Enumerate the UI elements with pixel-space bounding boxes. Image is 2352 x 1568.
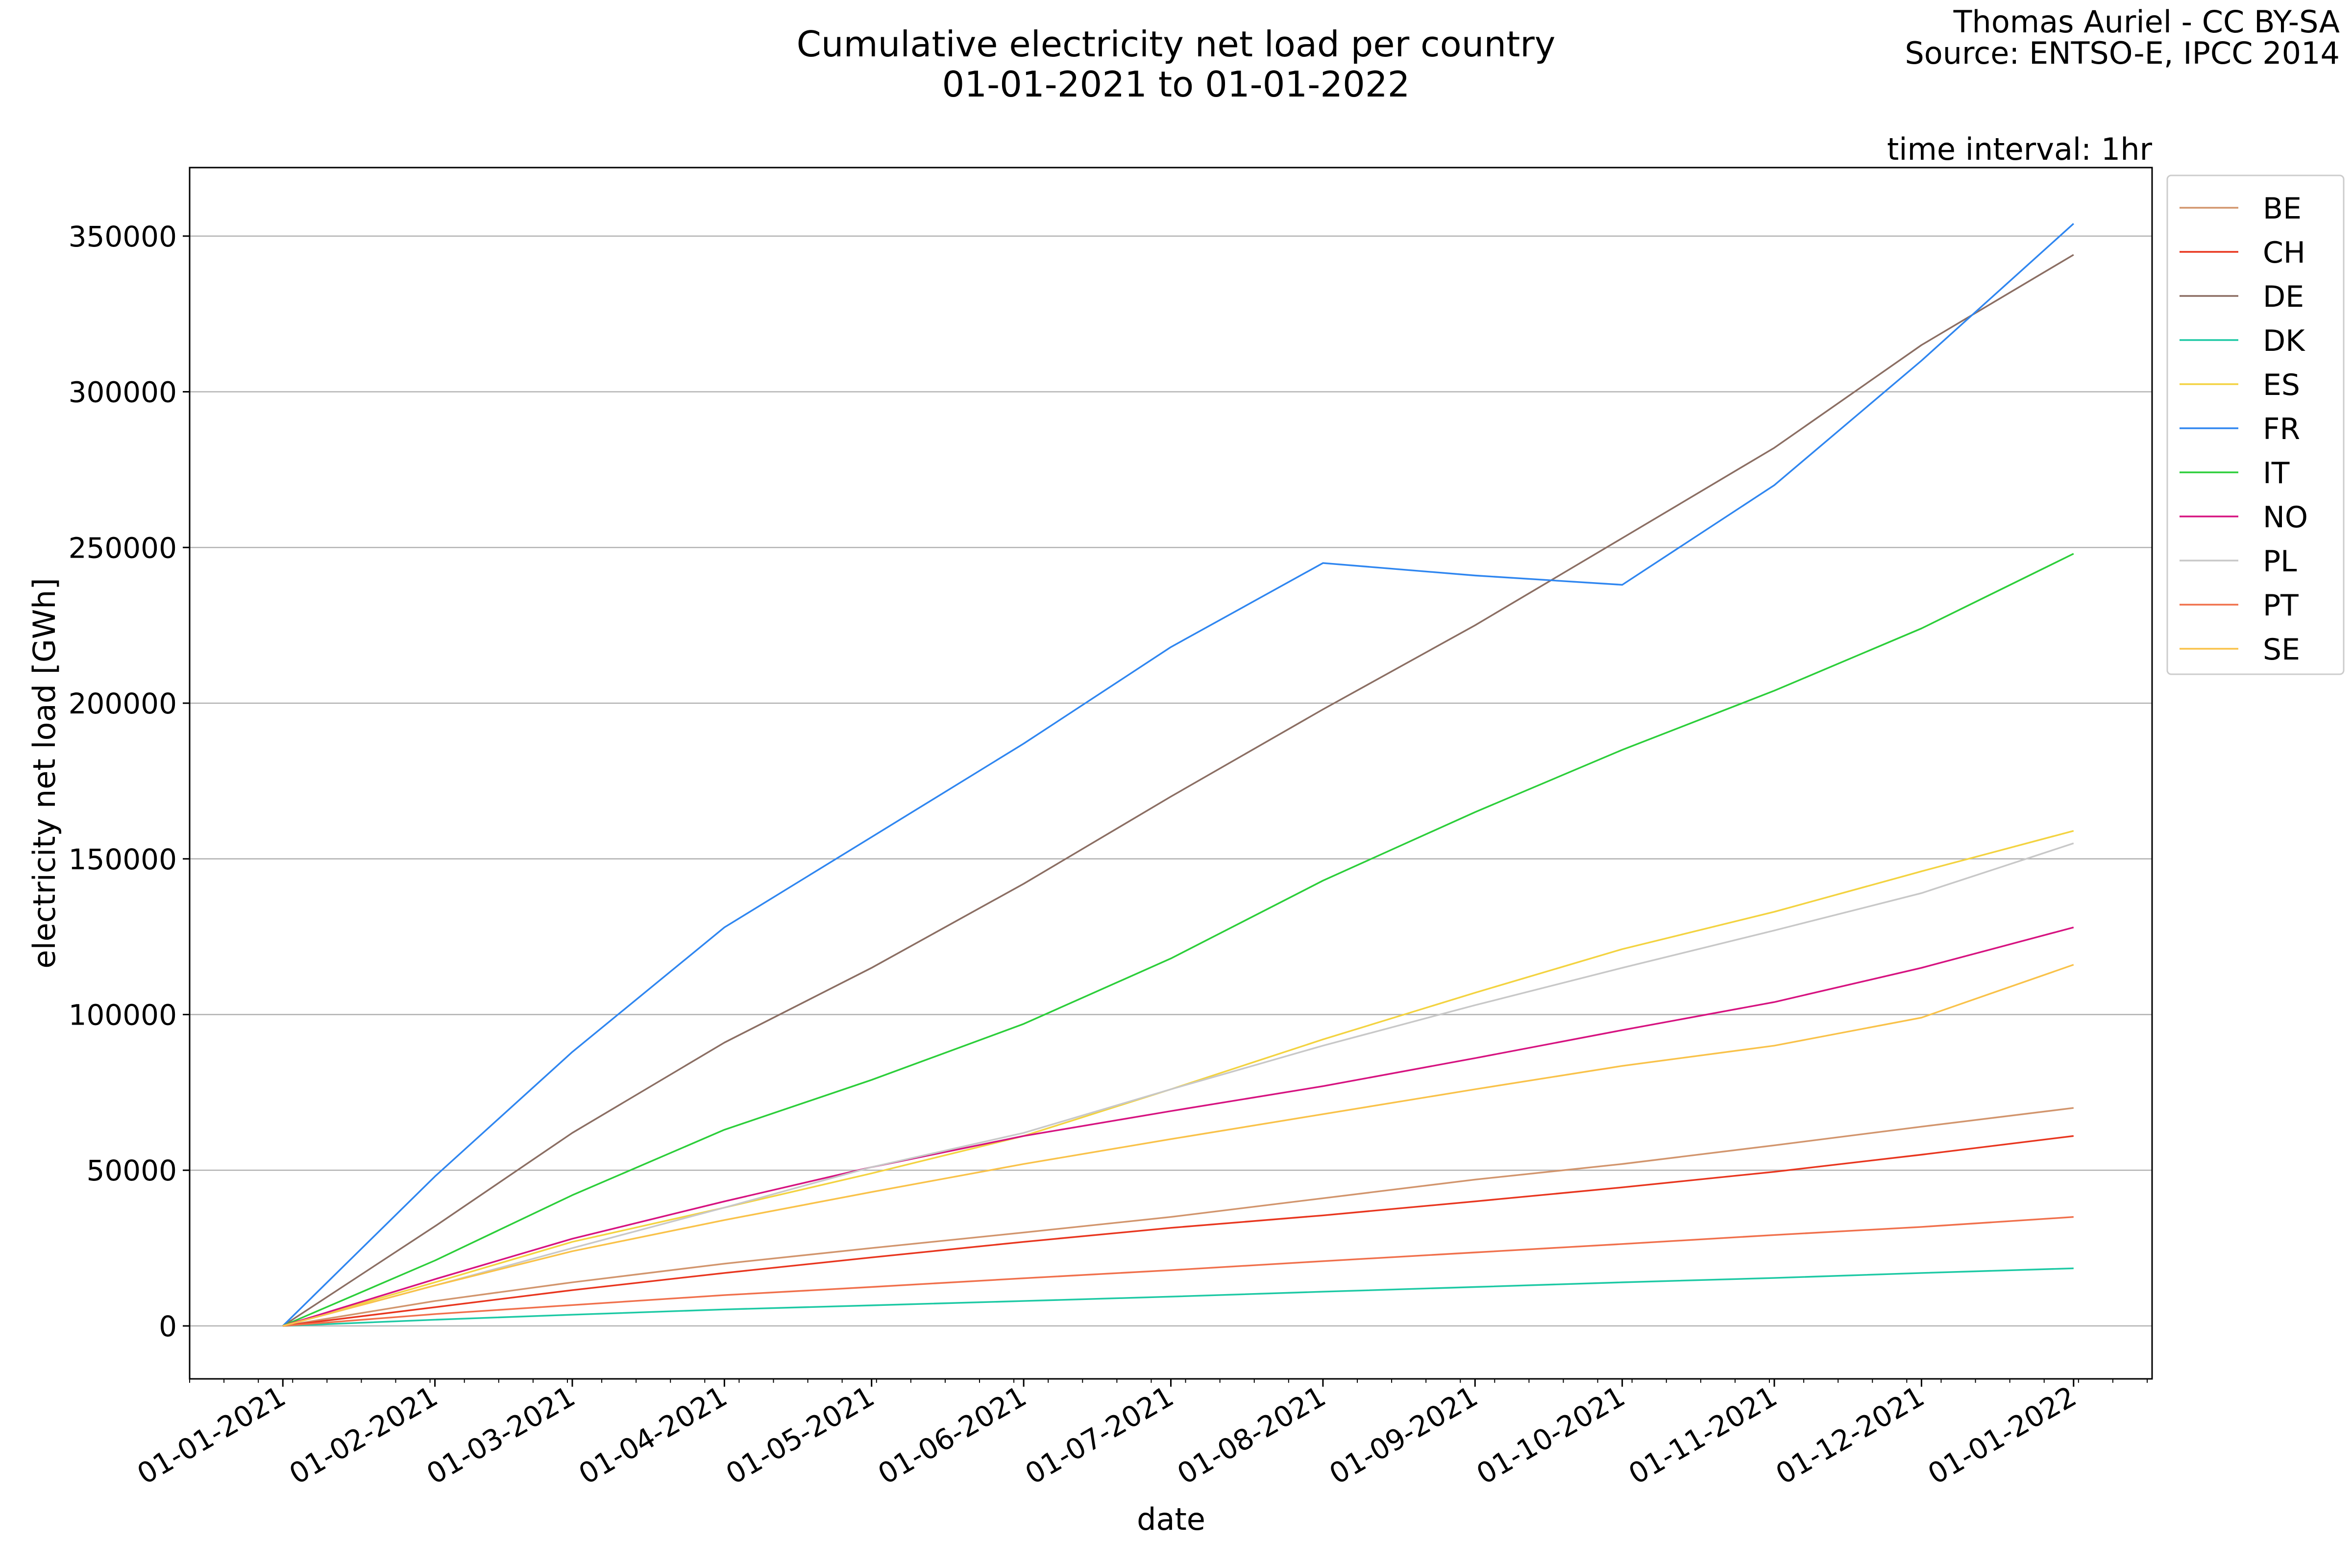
interval-note: time interval: 1hr [1887, 131, 2152, 167]
series-lines [282, 223, 2074, 1327]
series-line-be [282, 1107, 2074, 1327]
y-axis-label: electricity net load [GWh] [26, 578, 62, 968]
series-line-se [282, 964, 2074, 1327]
y-tick-label: 200000 [69, 687, 177, 720]
y-tick-label: 350000 [69, 220, 177, 253]
y-tick-label: 50000 [86, 1154, 177, 1187]
legend-label-be: BE [2263, 192, 2302, 226]
chart-title-line1: Cumulative electricity net load per coun… [797, 24, 1556, 65]
legend-label-es: ES [2263, 368, 2300, 402]
credit-line1: Thomas Auriel - CC BY-SA [1953, 4, 2340, 40]
y-tick-label: 0 [159, 1310, 177, 1343]
series-line-pt [283, 1216, 2074, 1327]
series-line-it [282, 553, 2074, 1327]
series-line-dk [283, 1267, 2074, 1327]
y-tick-label: 250000 [69, 531, 177, 564]
legend-label-ch: CH [2263, 236, 2305, 270]
legend-label-no: NO [2263, 500, 2308, 535]
series-line-pl [282, 842, 2074, 1327]
legend-label-it: IT [2263, 456, 2290, 490]
series-line-de [282, 254, 2074, 1327]
legend-label-pt: PT [2263, 588, 2299, 623]
series-line-fr [282, 223, 2074, 1327]
legend-label-pl: PL [2263, 544, 2297, 579]
y-tick-label: 300000 [69, 376, 177, 409]
x-axis-label: date [1137, 1501, 1205, 1537]
y-tick-label: 100000 [69, 998, 177, 1031]
credit-line2: Source: ENTSO-E, IPCC 2014 [1905, 35, 2340, 71]
y-axis-ticks: 0 50000 100000 150000 200000 250000 300000 3500… [69, 220, 190, 1343]
legend-frame [2166, 174, 2345, 675]
series-line-no [282, 926, 2074, 1327]
y-tick-label: 150000 [69, 843, 177, 876]
legend-label-se: SE [2263, 633, 2300, 667]
chart-title-line2: 01-01-2021 to 01-01-2022 [942, 64, 1410, 105]
series-line-ch [282, 1135, 2074, 1327]
legend-label-de: DE [2263, 280, 2304, 314]
legend-label-fr: FR [2263, 412, 2300, 446]
legend: BE CH DE DK ES FR IT NO PL PT SE [2166, 174, 2345, 675]
legend-label-dk: DK [2263, 324, 2305, 358]
